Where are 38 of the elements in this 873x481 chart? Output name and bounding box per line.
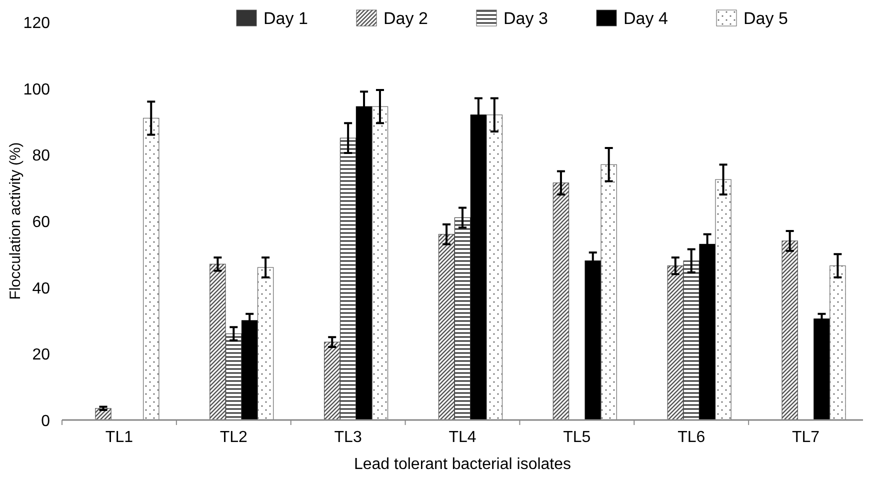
- bar: [226, 333, 242, 420]
- y-tick-label: 60: [32, 214, 50, 231]
- bar: [324, 342, 340, 420]
- y-axis-title: Flocculation activity (%): [7, 142, 24, 300]
- bar: [667, 265, 684, 420]
- y-tick-label: 40: [32, 280, 50, 298]
- legend-label: Day 4: [624, 9, 668, 28]
- x-tick-label: TL4: [448, 429, 476, 446]
- bar: [143, 118, 160, 420]
- bar: [372, 106, 388, 420]
- y-tick-label: 20: [32, 346, 50, 364]
- bar: [486, 114, 503, 420]
- y-tick-label: 80: [32, 148, 50, 165]
- x-axis-title: Lead tolerant bacterial isolates: [354, 456, 572, 473]
- legend-label: Day 5: [744, 9, 788, 28]
- x-tick-label: TL3: [334, 429, 362, 446]
- x-tick-label: TL2: [220, 429, 248, 446]
- y-tick-label: 100: [23, 81, 50, 98]
- bar: [715, 179, 732, 420]
- x-tick-label: TL5: [563, 429, 591, 446]
- bar: [340, 138, 356, 420]
- bar: [600, 164, 617, 420]
- bar: [782, 240, 798, 420]
- bar: [552, 182, 570, 420]
- bar: [683, 260, 700, 420]
- x-tick-label: TL6: [678, 429, 706, 446]
- legend-label: Day 1: [264, 9, 308, 28]
- bar: [454, 217, 471, 420]
- legend-label: Day 2: [384, 9, 428, 28]
- bar: [438, 234, 455, 420]
- bar: [830, 265, 846, 420]
- x-tick-label: TL7: [792, 429, 820, 446]
- x-tick-label: TL1: [105, 429, 134, 446]
- bar: [257, 267, 274, 420]
- y-tick-label: 120: [23, 15, 50, 32]
- y-tick-label: 0: [41, 413, 50, 430]
- bar: [210, 264, 226, 420]
- legend-label: Day 3: [504, 9, 548, 28]
